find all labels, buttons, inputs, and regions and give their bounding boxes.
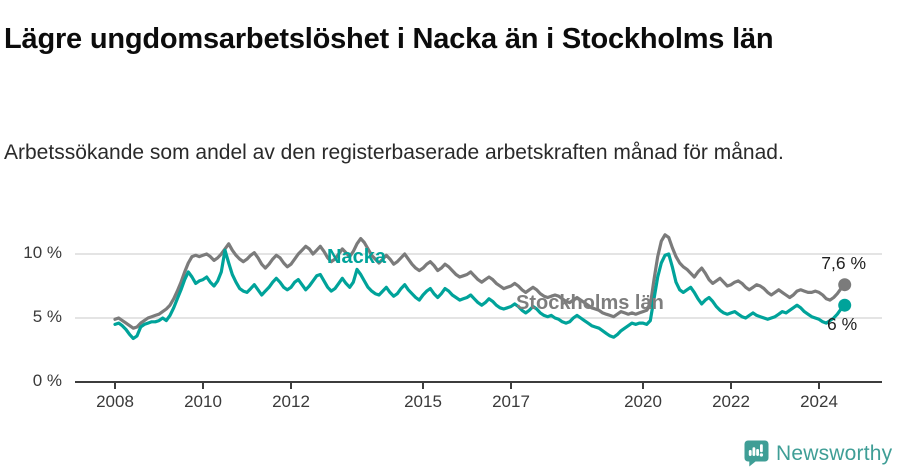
series-line-nacka	[113, 248, 847, 341]
page-subtitle: Arbetssökande som andel av den registerb…	[4, 141, 784, 164]
x-axis-label: 2010	[184, 392, 222, 411]
series-label-nacka: Nacka	[327, 246, 386, 268]
x-axis-label: 2017	[492, 392, 530, 411]
x-axis-label: 2024	[800, 392, 838, 411]
end-value-label-stockholms-lan: 7,6 %	[821, 253, 866, 273]
series-endpoint-nacka	[838, 298, 852, 312]
series-label-stockholms-lan: Stockholms län	[516, 292, 664, 314]
x-axis-label: 2008	[96, 392, 134, 411]
y-axis-label: 0 %	[32, 371, 62, 390]
line-chart-canvas	[75, 233, 882, 389]
series-line-stockholms-l-n	[113, 233, 847, 330]
newsworthy-logo: Newsworthy	[744, 440, 892, 467]
x-axis-label: 2015	[404, 392, 442, 411]
series-endpoint-stockholms-l-n	[838, 278, 852, 292]
end-value-label-nacka: 6 %	[827, 314, 858, 334]
y-axis-label: 5 %	[32, 307, 62, 326]
exclamation-icon	[760, 444, 763, 453]
x-axis-label: 2022	[712, 392, 750, 411]
x-axis-label: 2020	[624, 392, 662, 411]
page-title: Lägre ungdomsarbetslöshet i Nacka än i S…	[4, 23, 774, 56]
y-axis-label: 10 %	[23, 243, 62, 262]
newsworthy-logo-text: Newsworthy	[776, 441, 893, 465]
bar-chart-icon	[748, 450, 752, 456]
newsworthy-badge-icon	[744, 440, 769, 467]
x-axis-label: 2012	[272, 392, 310, 411]
